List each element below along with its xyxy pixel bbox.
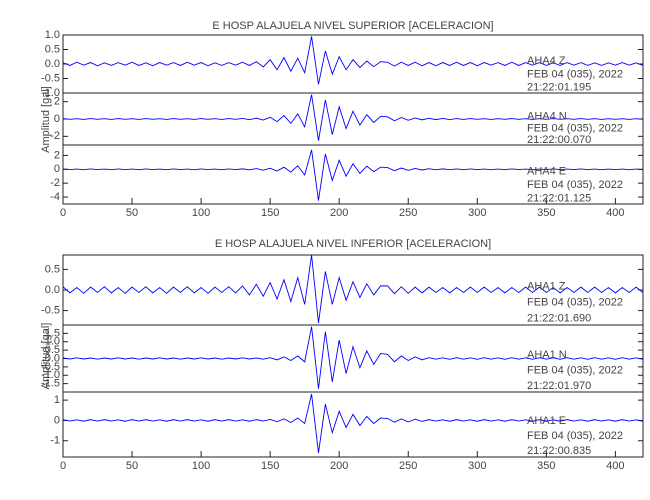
x-tick-label: 100 (192, 460, 210, 472)
trace-label: AHA1 E (527, 415, 566, 427)
y-tick-label: -2 (50, 130, 60, 142)
trace-label: 21:22:01.690 (527, 313, 591, 325)
waveform (62, 326, 644, 389)
y-axis-label: Amplitud [gal] (40, 86, 52, 153)
trace-label: AHA4 E (527, 165, 566, 177)
x-tick-label: 300 (468, 207, 486, 219)
x-tick-label: 350 (537, 460, 555, 472)
x-tick-label: 0 (60, 207, 66, 219)
y-tick-label: -1.5 (41, 378, 60, 390)
trace-label: AHA1 Z (527, 280, 566, 292)
y-tick-label: -0.5 (41, 304, 60, 316)
y-tick-label: 0 (54, 414, 60, 426)
x-tick-label: 150 (261, 207, 279, 219)
trace-label: AHA4 Z (527, 55, 566, 67)
y-tick-label: -2 (50, 177, 60, 189)
waveform (62, 254, 644, 323)
y-tick-label: 1 (54, 394, 60, 406)
y-tick-label: -1.0 (41, 369, 60, 381)
trace-label: FEB 04 (035), 2022 (527, 430, 623, 442)
x-tick-label: 50 (126, 460, 138, 472)
trace-label: FEB 04 (035), 2022 (527, 122, 623, 134)
y-tick-label: 0 (54, 113, 60, 125)
waveform (62, 149, 644, 201)
x-tick-label: 250 (399, 207, 417, 219)
x-tick-label: 400 (606, 460, 624, 472)
x-tick-label: 200 (330, 460, 348, 472)
y-tick-label: 0.0 (45, 352, 60, 364)
y-tick-label: -4 (50, 191, 60, 203)
y-tick-label: 2 (54, 149, 60, 161)
trace-label: AHA4 N (527, 110, 567, 122)
chart-title: E HOSP ALAJUELA NIVEL SUPERIOR [ACELERAC… (212, 20, 493, 32)
panel-frame (62, 391, 644, 458)
trace-label: 21:22:00.070 (527, 134, 591, 146)
x-tick-label: 300 (468, 460, 486, 472)
y-tick-label: 0 (54, 163, 60, 175)
x-tick-label: 0 (60, 460, 66, 472)
trace-label: FEB 04 (035), 2022 (527, 297, 623, 309)
trace-label: 21:22:01.970 (527, 380, 591, 392)
x-tick-label: 250 (399, 460, 417, 472)
panel-frame (62, 144, 644, 205)
trace-label: FEB 04 (035), 2022 (527, 68, 623, 80)
y-tick-label: 0.5 (45, 263, 60, 275)
trace-label: AHA1 N (527, 349, 567, 361)
y-tick-label: 0.0 (45, 58, 60, 70)
y-axis-label: Amplitud [gal] (40, 323, 52, 390)
x-tick-label: 100 (192, 207, 210, 219)
chart-title: E HOSP ALAJUELA NIVEL INFERIOR [ACELERAC… (215, 238, 491, 250)
y-tick-label: 1.0 (45, 29, 60, 41)
trace-label: FEB 04 (035), 2022 (527, 364, 623, 376)
y-tick-label: 0.5 (45, 344, 60, 356)
trace-label: FEB 04 (035), 2022 (527, 179, 623, 191)
waveform (62, 36, 644, 85)
waveform (62, 393, 644, 454)
y-tick-label: -1 (50, 435, 60, 447)
y-tick-label: 2 (54, 96, 60, 108)
y-tick-label: -0.5 (41, 72, 60, 84)
y-tick-label: -1.0 (41, 87, 60, 99)
waveform (62, 94, 644, 141)
trace-label: 21:22:00.835 (527, 445, 591, 457)
trace-label: 21:22:01.195 (527, 82, 591, 94)
x-tick-label: 150 (261, 460, 279, 472)
y-tick-label: 0.0 (45, 284, 60, 296)
x-tick-label: 50 (126, 207, 138, 219)
x-tick-label: 350 (537, 207, 555, 219)
y-tick-label: 1.5 (45, 327, 60, 339)
y-tick-label: -0.5 (41, 361, 60, 373)
x-tick-label: 400 (606, 207, 624, 219)
x-tick-label: 200 (330, 207, 348, 219)
trace-label: 21:22:01.125 (527, 193, 591, 205)
y-tick-label: 1.0 (45, 336, 60, 348)
y-tick-label: 0.5 (45, 43, 60, 55)
